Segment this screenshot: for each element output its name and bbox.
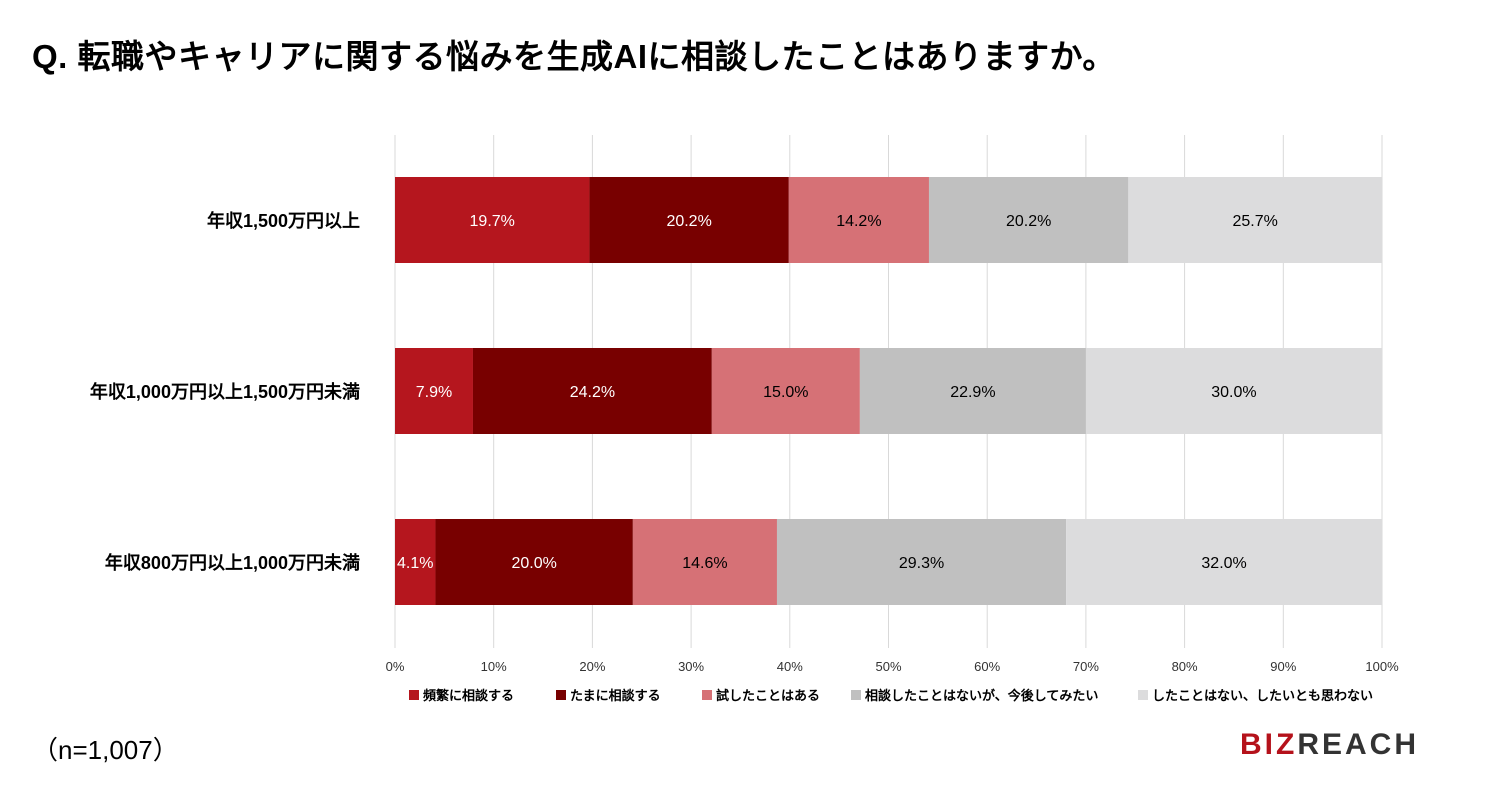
x-tick-label: 0% bbox=[386, 659, 405, 674]
page-title: Q. 転職やキャリアに関する悩みを生成AIに相談したことはありますか。 bbox=[32, 38, 1116, 75]
sample-size-note: （n=1,007） bbox=[32, 735, 179, 765]
data-label: 32.0% bbox=[1201, 555, 1246, 572]
data-label: 4.1% bbox=[397, 555, 433, 572]
legend-label: したことはない、したいとも思わない bbox=[1152, 688, 1373, 703]
category-label: 年収1,500万円以上 bbox=[207, 210, 360, 231]
data-label: 25.7% bbox=[1232, 213, 1277, 230]
x-tick-label: 10% bbox=[481, 659, 507, 674]
bar-segment bbox=[859, 348, 1086, 434]
bar-segment bbox=[788, 177, 929, 263]
data-label: 7.9% bbox=[416, 384, 452, 401]
x-tick-label: 30% bbox=[678, 659, 704, 674]
bar-segment bbox=[435, 519, 633, 605]
legend-label: 頻繁に相談する bbox=[423, 688, 514, 703]
data-label: 20.2% bbox=[666, 213, 711, 230]
data-label: 15.0% bbox=[763, 384, 808, 401]
x-tick-label: 40% bbox=[777, 659, 803, 674]
legend-swatch bbox=[851, 690, 861, 700]
bar-segment bbox=[928, 177, 1129, 263]
data-label: 14.2% bbox=[836, 213, 881, 230]
data-label: 20.2% bbox=[1006, 213, 1051, 230]
stacked-bar-chart: 0% 10% 20% 30% 40% 50% 60% 70% 80% 90% 100% 年収1,500… bbox=[90, 135, 1399, 703]
x-tick-label: 70% bbox=[1073, 659, 1099, 674]
bar-segment bbox=[589, 177, 789, 263]
x-tick-label: 100% bbox=[1365, 659, 1399, 674]
bar-segment bbox=[1066, 519, 1382, 605]
data-label: 14.6% bbox=[682, 555, 727, 572]
data-label: 22.9% bbox=[950, 384, 995, 401]
legend-swatch bbox=[409, 690, 419, 700]
category-label: 年収800万円以上1,000万円未満 bbox=[105, 552, 360, 573]
bar-segment bbox=[776, 519, 1067, 605]
legend-swatch bbox=[702, 690, 712, 700]
bar-segment bbox=[1085, 348, 1382, 434]
x-tick-label: 20% bbox=[579, 659, 605, 674]
bar-segment bbox=[395, 519, 436, 605]
bar-segment bbox=[711, 348, 860, 434]
bar-segment bbox=[395, 177, 590, 263]
x-tick-label: 60% bbox=[974, 659, 1000, 674]
legend-label: 試したことはある bbox=[716, 688, 820, 703]
data-label: 24.2% bbox=[570, 384, 615, 401]
data-label: 30.0% bbox=[1211, 384, 1256, 401]
data-label: 20.0% bbox=[511, 555, 556, 572]
legend-swatch bbox=[1138, 690, 1148, 700]
legend-swatch bbox=[556, 690, 566, 700]
logo-text-reach: REACH bbox=[1297, 728, 1419, 761]
category-label: 年収1,000万円以上1,500万円未満 bbox=[90, 381, 360, 402]
bizreach-logo: BIZREACH bbox=[1240, 728, 1419, 762]
x-tick-label: 50% bbox=[875, 659, 901, 674]
data-label: 29.3% bbox=[899, 555, 944, 572]
data-label: 19.7% bbox=[470, 213, 515, 230]
logo-text-biz: BIZ bbox=[1240, 728, 1298, 761]
bar-segment bbox=[472, 348, 712, 434]
bar-segment bbox=[1128, 177, 1382, 263]
bar-segment bbox=[632, 519, 777, 605]
legend-label: 相談したことはないが、今後してみたい bbox=[865, 688, 1098, 703]
x-tick-label: 90% bbox=[1270, 659, 1296, 674]
legend-label: たまに相談する bbox=[570, 688, 661, 703]
bar-segment bbox=[395, 348, 473, 434]
x-tick-label: 80% bbox=[1172, 659, 1198, 674]
